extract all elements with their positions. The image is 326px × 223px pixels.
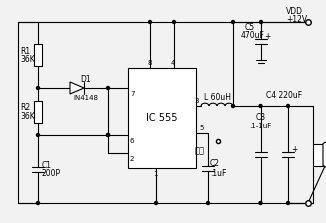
Text: 2: 2 [130,156,134,162]
Text: +: + [291,145,297,155]
Circle shape [107,134,110,136]
Text: D1: D1 [81,74,91,83]
Bar [128,68,196,168]
Circle shape [172,21,175,23]
Circle shape [231,105,234,107]
Text: +12V: +12V [286,14,307,23]
Circle shape [287,105,289,107]
Text: 5: 5 [199,125,203,131]
Text: 6: 6 [130,138,135,144]
Text: +: + [264,32,270,41]
Circle shape [155,202,157,204]
Text: .1-1uF: .1-1uF [249,123,272,129]
Text: C3: C3 [256,114,266,122]
Circle shape [37,202,39,204]
Polygon shape [70,82,84,94]
Bar [313,143,323,165]
Text: 8: 8 [147,60,152,66]
Text: 4: 4 [171,60,175,66]
Text: 输入: 输入 [195,147,205,155]
Text: IC 555: IC 555 [146,113,178,123]
Text: IN4148: IN4148 [73,95,98,101]
Circle shape [231,21,234,23]
Bar [34,44,42,66]
Circle shape [287,202,289,204]
Circle shape [259,202,262,204]
Circle shape [206,202,210,204]
Text: C2: C2 [210,159,220,169]
Text: C5: C5 [245,23,255,31]
Circle shape [37,87,39,89]
Text: 1: 1 [153,171,157,177]
Circle shape [37,134,39,136]
Text: 36K: 36K [20,112,35,121]
Circle shape [149,21,152,23]
Text: 470uF: 470uF [241,31,265,39]
Circle shape [259,105,262,107]
Text: R1: R1 [20,47,30,56]
Text: L 60uH: L 60uH [203,93,230,103]
Text: VDD: VDD [286,8,303,17]
Text: 200P: 200P [42,169,61,178]
Circle shape [107,134,110,136]
Text: .1uF: .1uF [210,169,226,178]
Circle shape [259,21,262,23]
Bar [34,101,42,122]
Text: C4 220uF: C4 220uF [266,91,302,101]
Polygon shape [323,136,326,173]
Text: C1: C1 [42,161,52,169]
Circle shape [107,87,110,89]
Text: 3: 3 [194,98,199,104]
Text: 36K: 36K [20,56,35,64]
Text: 7: 7 [130,91,135,97]
Text: R2: R2 [20,103,30,112]
